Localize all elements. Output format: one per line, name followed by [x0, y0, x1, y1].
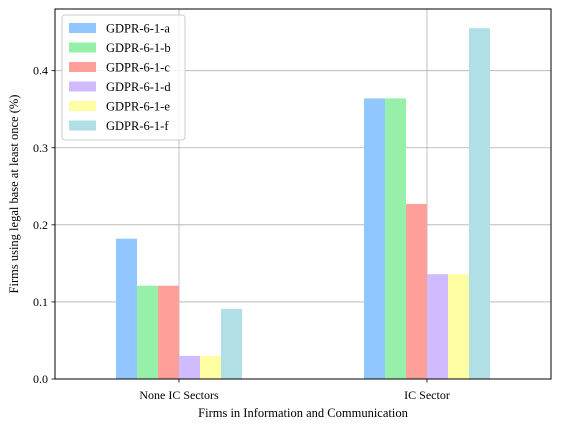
bar-gdpr-6-1-d [179, 355, 200, 379]
y-tick-label: 0.1 [33, 295, 48, 309]
legend-swatch [69, 81, 96, 92]
bar-gdpr-6-1-a [116, 238, 137, 379]
legend-label: GDPR-6-1-e [106, 100, 170, 114]
legend-label: GDPR-6-1-d [106, 80, 171, 94]
y-axis-label: Firms using legal base at least once (%) [7, 95, 21, 294]
x-tick-label: None IC Sectors [139, 388, 219, 402]
bar-gdpr-6-1-b [137, 285, 158, 379]
x-axis-label: Firms in Information and Communication [198, 406, 408, 420]
legend-swatch [69, 120, 96, 131]
legend-swatch [69, 42, 96, 53]
bar-gdpr-6-1-d [427, 274, 448, 379]
x-axis-ticks: None IC Sectors IC Sector [139, 379, 450, 402]
y-tick-label: 0.0 [33, 372, 48, 386]
legend-swatch [69, 23, 96, 33]
bar-gdpr-6-1-c [406, 204, 427, 379]
bar-gdpr-6-1-f [221, 308, 242, 379]
bar-gdpr-6-1-e [200, 355, 221, 379]
y-tick-label: 0.2 [33, 218, 48, 232]
legend-label: GDPR-6-1-f [106, 119, 169, 133]
bars [116, 28, 490, 380]
legend-label: GDPR-6-1-a [106, 22, 170, 36]
legend-swatch [69, 62, 96, 72]
y-tick-label: 0.3 [33, 141, 48, 155]
legend-label: GDPR-6-1-c [106, 61, 170, 75]
legend-label: GDPR-6-1-b [106, 41, 171, 55]
bar-gdpr-6-1-a [364, 98, 385, 380]
plot-frame [54, 8, 552, 380]
legend: GDPR-6-1-a GDPR-6-1-b GDPR-6-1-c GDPR-6-1-d… [61, 14, 186, 141]
bar-gdpr-6-1-c [158, 285, 179, 379]
y-tick-label: 0.4 [33, 64, 48, 78]
y-axis-ticks: 0.0 0.1 0.2 0.3 0.4 [33, 64, 55, 386]
bar-gdpr-6-1-f [469, 28, 490, 379]
legend-swatch [69, 101, 96, 111]
bar-gdpr-6-1-e [448, 274, 469, 379]
bar-gdpr-6-1-b [385, 98, 406, 380]
x-tick-label: IC Sector [404, 388, 450, 402]
